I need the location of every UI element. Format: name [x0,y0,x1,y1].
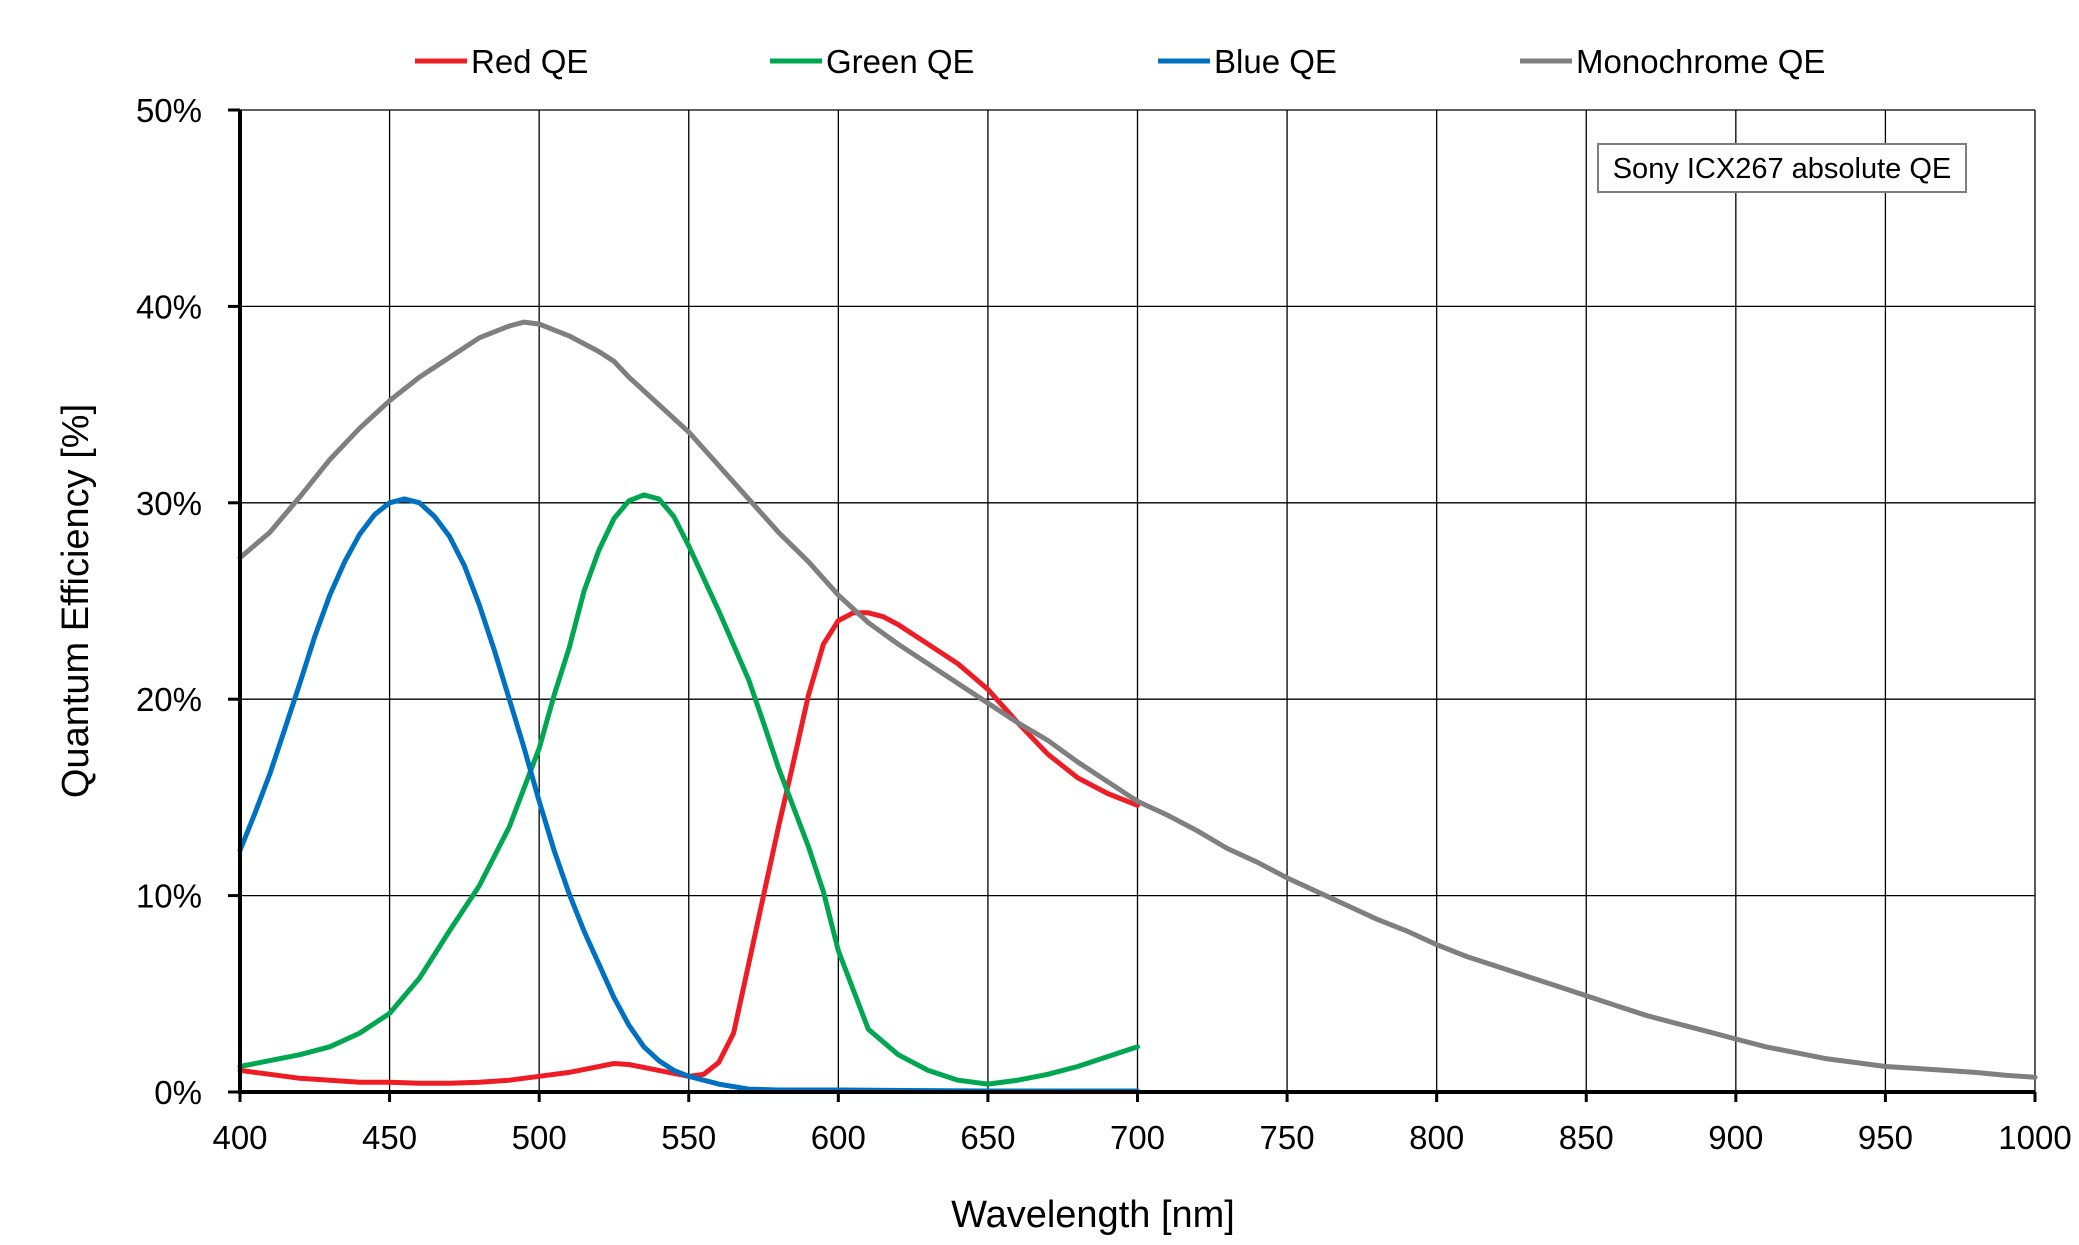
y-tick-labels: 0% 10% 20% 30% 40% 50% [136,92,202,1111]
x-tick-label-800: 800 [1409,1119,1464,1156]
series-line-blue-qe [237,496,1140,1094]
legend-label-monochrome-qe: Monochrome QE [1576,43,1825,80]
series-line-red-qe [237,610,1140,1086]
y-tick-label-0: 0% [154,1074,202,1111]
y-tick-label-20: 20% [136,681,202,718]
x-tick-label-500: 500 [512,1119,567,1156]
x-tick-label-600: 600 [811,1119,866,1156]
x-tick-label-400: 400 [212,1119,267,1156]
y-tick-label-10: 10% [136,878,202,915]
legend-label-blue-qe: Blue QE [1214,43,1337,80]
y-tick-label-40: 40% [136,288,202,325]
x-tick-label-650: 650 [960,1119,1015,1156]
series-line-green-qe [237,492,1140,1087]
axes [228,108,2037,1102]
x-tick-labels: 400 450 500 550 600 650 700 750 800 850 900 950 1000 [212,1119,2071,1156]
legend: Red QE Green QE Blue QE Monochrome QE [415,43,1825,80]
legend-label-red-qe: Red QE [471,43,588,80]
series-line-monochrome-qe [237,319,2038,1080]
annotation-box: Sony ICX267 absolute QE [1597,143,1967,193]
x-tick-label-550: 550 [661,1119,716,1156]
x-axis-title: Wavelength [nm] [951,1194,1235,1236]
x-tick-label-950: 950 [1858,1119,1913,1156]
y-axis-title: Quantum Efficiency [%] [55,404,97,798]
series-lines [237,319,2038,1094]
x-tick-label-700: 700 [1110,1119,1165,1156]
x-tick-label-850: 850 [1559,1119,1614,1156]
x-tick-label-750: 750 [1260,1119,1315,1156]
annotation-text: Sony ICX267 absolute QE [1613,153,1952,185]
x-tick-label-1000: 1000 [1998,1119,2071,1156]
y-tick-label-30: 30% [136,485,202,522]
y-tick-label-50: 50% [136,92,202,129]
x-tick-label-450: 450 [362,1119,417,1156]
annotation-frame [1597,143,1967,193]
legend-label-green-qe: Green QE [826,43,975,80]
x-tick-label-900: 900 [1708,1119,1763,1156]
